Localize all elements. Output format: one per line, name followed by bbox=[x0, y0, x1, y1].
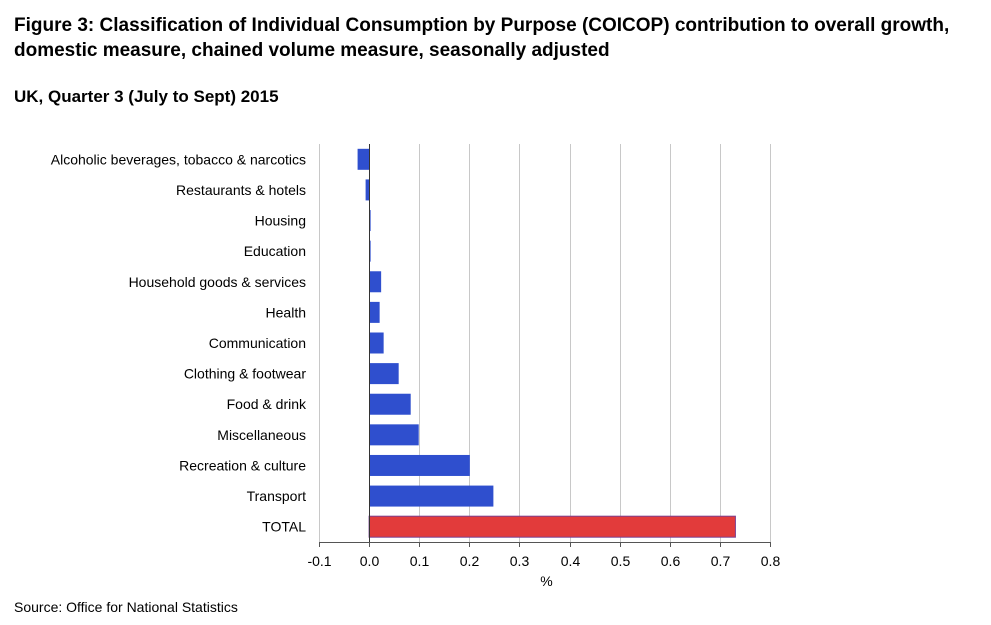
bar bbox=[369, 301, 380, 323]
category-label: TOTAL bbox=[262, 519, 306, 535]
category-label: Food & drink bbox=[227, 396, 307, 412]
category-label: Health bbox=[266, 304, 306, 320]
x-tick-label: 0.4 bbox=[561, 553, 581, 569]
category-label: Recreation & culture bbox=[179, 457, 306, 473]
category-label: Restaurants & hotels bbox=[176, 182, 306, 198]
x-tick-label: 0.3 bbox=[510, 553, 530, 569]
category-label: Alcoholic beverages, tobacco & narcotics bbox=[51, 151, 306, 167]
x-tick-label: 0.7 bbox=[711, 553, 731, 569]
x-tick-label: 0.5 bbox=[611, 553, 631, 569]
chart-subtitle: UK, Quarter 3 (July to Sept) 2015 bbox=[14, 87, 279, 106]
bar bbox=[369, 332, 384, 354]
category-label: Household goods & services bbox=[129, 274, 306, 290]
x-tick-label: 0.8 bbox=[761, 553, 781, 569]
x-tick-label: 0.6 bbox=[661, 553, 681, 569]
x-tick-label: -0.1 bbox=[307, 553, 331, 569]
source-note: Source: Office for National Statistics bbox=[14, 599, 238, 615]
x-tick-label: 0.2 bbox=[460, 553, 480, 569]
x-tick-label: 0.1 bbox=[410, 553, 430, 569]
bar bbox=[369, 393, 411, 415]
category-label: Miscellaneous bbox=[217, 427, 306, 443]
bar bbox=[365, 179, 370, 201]
bar bbox=[369, 424, 419, 446]
x-axis-title: % bbox=[540, 573, 552, 589]
bar-total bbox=[368, 515, 736, 538]
category-label: Communication bbox=[209, 335, 306, 351]
category-label: Clothing & footwear bbox=[184, 366, 307, 382]
bar bbox=[369, 454, 470, 476]
bar bbox=[369, 271, 382, 293]
bar bbox=[369, 363, 399, 385]
category-label: Housing bbox=[255, 213, 306, 229]
chart-title: Figure 3: Classification of Individual C… bbox=[14, 15, 950, 61]
category-label: Education bbox=[244, 243, 306, 259]
category-label: Transport bbox=[247, 488, 307, 504]
bar bbox=[369, 485, 494, 507]
bar bbox=[357, 148, 370, 170]
x-tick-label: 0.0 bbox=[360, 553, 380, 569]
